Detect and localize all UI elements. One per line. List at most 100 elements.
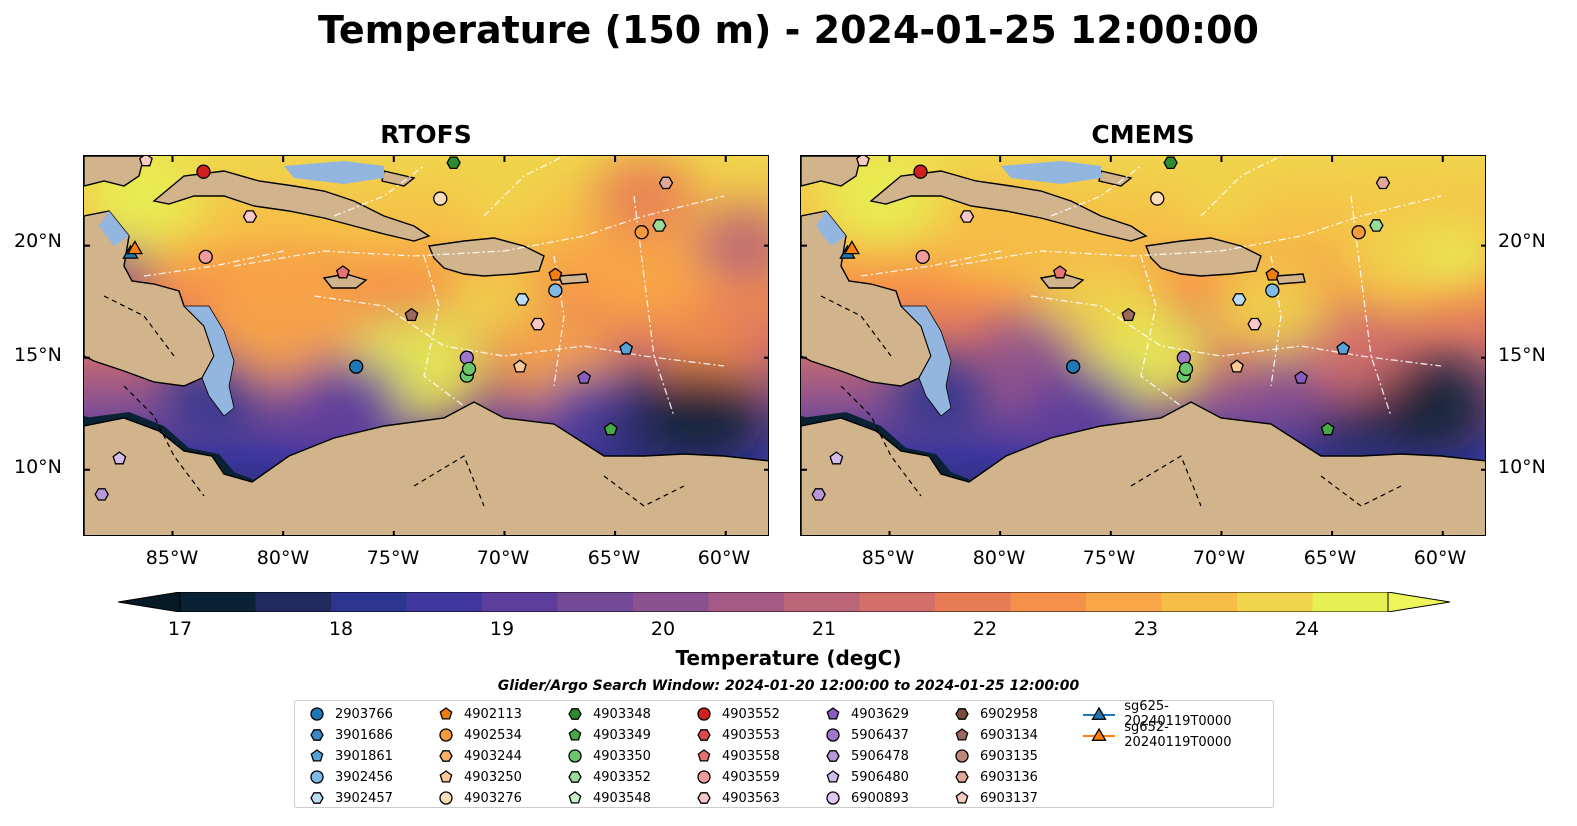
float-marker	[1231, 293, 1247, 306]
legend-entry: 4903629	[823, 704, 909, 724]
legend-marker	[826, 728, 840, 742]
float-marker	[196, 164, 211, 179]
legend-label: 4902534	[464, 727, 522, 743]
colorbar-tick: 21	[811, 618, 837, 640]
legend-marker	[697, 770, 711, 784]
legend-marker-shape	[955, 749, 969, 763]
legend-marker-shape	[439, 770, 453, 783]
legend-marker-shape	[568, 708, 582, 720]
lon-label-right: 60°W	[1413, 547, 1467, 569]
legend-label: 3901861	[335, 748, 393, 764]
colorbar-segment	[557, 592, 634, 612]
figure-title: Temperature (150 m) - 2024-01-25 12:00:0…	[317, 8, 1259, 52]
legend-marker	[1083, 727, 1115, 741]
lat-label-right: 15°N	[1498, 344, 1546, 366]
legend-marker	[439, 728, 453, 742]
float-marker	[652, 219, 667, 232]
float-marker	[514, 293, 530, 306]
lon-label-left: 85°W	[145, 547, 199, 569]
colorbar	[118, 592, 1450, 612]
legend-marker	[568, 708, 582, 720]
float-marker	[1265, 267, 1280, 281]
legend-entry: 6903135	[952, 746, 1038, 766]
legend-label: 3902456	[335, 769, 393, 785]
colorbar-segment	[1161, 592, 1238, 612]
float-marker	[433, 191, 448, 206]
lon-label-left: 65°W	[587, 547, 641, 569]
legend-marker	[826, 750, 840, 762]
float-marker	[1320, 422, 1335, 436]
legend-marker-shape	[439, 707, 453, 720]
legend-marker-shape	[568, 749, 582, 763]
legend-entry: 6903136	[952, 767, 1038, 787]
legend-label: 6902958	[980, 706, 1038, 722]
map-rtofs	[83, 155, 769, 536]
legend-label: 4903348	[593, 706, 651, 722]
float-marker	[1150, 191, 1165, 206]
legend-entry: 4903559	[694, 767, 780, 787]
lat-label-left: 15°N	[14, 344, 62, 366]
legend-marker	[955, 708, 969, 720]
legend-marker	[568, 728, 582, 741]
legend-label: 4903276	[464, 790, 522, 806]
float-marker	[856, 156, 870, 167]
legend-marker-shape	[826, 791, 840, 805]
legend-marker-shape	[697, 792, 711, 804]
legend-label: 4902113	[464, 706, 522, 722]
colorbar-segment	[859, 592, 936, 612]
float-marker	[658, 176, 674, 190]
colorbar-tick: 20	[650, 618, 676, 640]
legend-marker-shape	[697, 707, 711, 721]
legend-marker	[568, 749, 582, 763]
float-marker	[1247, 317, 1262, 331]
legend-label: 4903563	[722, 790, 780, 806]
float-marker	[94, 488, 109, 501]
legend-marker	[439, 770, 453, 783]
colorbar-tick: 19	[489, 618, 515, 640]
legend-marker	[310, 749, 324, 762]
legend: 2903766 3901686 3901861 3902456 3902457 49021…	[294, 699, 1274, 808]
legend-marker-shape	[826, 707, 840, 720]
legend-label: 5906478	[851, 748, 909, 764]
float-marker	[513, 359, 527, 373]
float-marker	[1369, 219, 1384, 232]
legend-entry: 4903276	[436, 788, 522, 808]
legend-marker-shape	[826, 728, 840, 742]
legend-label: sg625-20240119T0000	[1124, 699, 1232, 729]
legend-entry: 4903558	[694, 746, 780, 766]
legend-marker	[826, 791, 840, 805]
float-marker	[404, 307, 419, 322]
legend-marker-shape	[955, 708, 969, 720]
legend-entry: 3901686	[307, 725, 393, 745]
legend-marker	[1083, 706, 1115, 720]
legend-label: 4903552	[722, 706, 780, 722]
legend-entry: 6902958	[952, 704, 1038, 724]
float-marker	[1052, 265, 1067, 279]
legend-marker-shape	[568, 791, 582, 804]
legend-entry: 4903244	[436, 746, 522, 766]
legend-label: 4903558	[722, 748, 780, 764]
legend-marker-shape	[568, 728, 582, 741]
colorbar-label: Temperature (degC)	[675, 646, 902, 670]
float-marker	[446, 156, 461, 170]
lat-label-right: 10°N	[1498, 456, 1546, 478]
legend-entry: 4903548	[565, 788, 651, 808]
float-marker	[1375, 176, 1391, 190]
colorbar-tick: 17	[167, 618, 193, 640]
legend-label: 6903134	[980, 727, 1038, 743]
legend-entry: 6903134	[952, 725, 1038, 745]
colorbar-segment	[633, 592, 709, 612]
legend-label: 4903548	[593, 790, 651, 806]
legend-marker-shape	[697, 729, 711, 741]
legend-marker	[826, 707, 840, 720]
colorbar-tick: 24	[1294, 618, 1320, 640]
float-marker	[335, 265, 350, 279]
legend-entry: 6903137	[952, 788, 1038, 808]
legend-marker-shape	[310, 792, 324, 804]
legend-marker-shape	[1091, 706, 1107, 720]
legend-entry: 4903349	[565, 725, 651, 745]
legend-label: 6903136	[980, 769, 1038, 785]
legend-label: 4903250	[464, 769, 522, 785]
legend-marker	[955, 749, 969, 763]
legend-label: sg652-20240119T0000	[1124, 720, 1232, 750]
